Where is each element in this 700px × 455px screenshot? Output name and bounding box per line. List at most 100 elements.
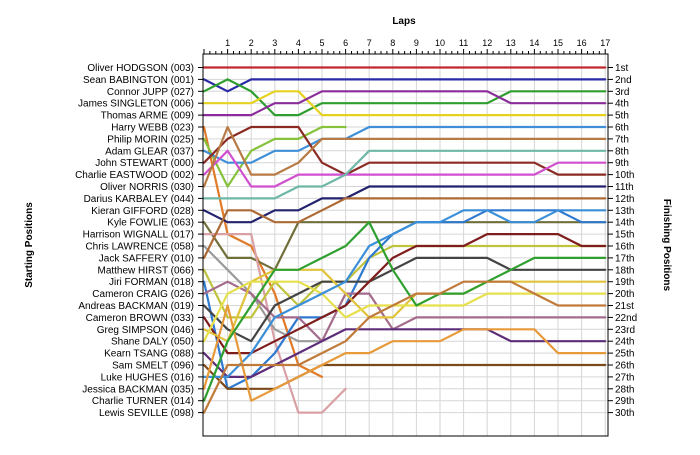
driver-label: Shane DALY (050) — [111, 337, 194, 348]
driver-position-line — [202, 244, 607, 319]
driver-label: Adam GLEAR (037) — [105, 146, 194, 157]
label-layer: 1 2 3 4 5 6 7 8 9 10 11 12 13 14 15 16 171st2nd3rd4th5th… — [75, 38, 637, 419]
driver-label: Cameron BROWN (033) — [86, 313, 194, 324]
lap-tick-label: 14 — [529, 38, 539, 48]
driver-label: Sean BABINGTON (001) — [83, 75, 194, 86]
driver-label: Oliver NORRIS (030) — [100, 182, 194, 193]
driver-label: Philip MORIN (025) — [107, 134, 194, 145]
lap-tick-label: 7 — [367, 38, 372, 48]
driver-position-line — [202, 328, 607, 378]
finish-position-label: 3rd — [615, 87, 629, 98]
driver-position-line — [202, 363, 607, 390]
finish-position-label: 5th — [615, 111, 629, 122]
lap-tick-label: 13 — [506, 38, 516, 48]
finish-position-label: 21st — [615, 301, 634, 312]
finish-position-label: 23rd — [615, 325, 635, 336]
driver-position-line — [202, 90, 607, 117]
finish-position-label: 16th — [615, 242, 634, 253]
lap-tick-label: 15 — [553, 38, 563, 48]
finish-position-label: 26th — [615, 361, 634, 372]
driver-position-line — [202, 149, 607, 200]
driver-position-line — [202, 221, 607, 271]
driver-label: Jessica BACKMAN (035) — [82, 384, 194, 395]
driver-position-line — [202, 125, 607, 188]
finish-position-label: 28th — [615, 384, 634, 395]
driver-position-line — [202, 90, 607, 117]
finish-position-label: 7th — [615, 134, 629, 145]
lap-tick-label: 16 — [577, 38, 587, 48]
finish-position-label: 6th — [615, 123, 629, 134]
driver-label: Jiri FORMAN (018) — [109, 277, 194, 288]
driver-position-line — [202, 221, 607, 402]
finish-position-label: 17th — [615, 253, 634, 264]
driver-position-line — [202, 78, 607, 117]
driver-label: Andreas BACKMAN (019) — [78, 301, 194, 312]
driver-label: Harrison WIGNALL (017) — [83, 230, 194, 241]
driver-label: Kieran GIFFORD (028) — [91, 206, 194, 217]
finish-position-label: 13th — [615, 206, 634, 217]
driver-label: Connor JUPP (027) — [107, 87, 194, 98]
finish-position-label: 4th — [615, 99, 629, 110]
lap-tick-label: 2 — [249, 38, 254, 48]
lap-tick-label: 4 — [296, 38, 301, 48]
driver-position-line — [202, 209, 607, 378]
left-axis-title: Starting Positions — [24, 202, 35, 288]
lap-tick-label: 1 — [225, 38, 230, 48]
driver-label: Chris LAWRENCE (058) — [85, 242, 194, 253]
finish-position-label: 14th — [615, 218, 634, 229]
driver-label: Darius KARBALEY (044) — [84, 194, 194, 205]
driver-label: James SINGLETON (006) — [78, 99, 194, 110]
driver-position-line — [202, 256, 607, 343]
finish-position-label: 19th — [615, 277, 634, 288]
driver-label: Cameron CRAIG (026) — [92, 289, 194, 300]
driver-label: Sam SMELT (096) — [112, 361, 194, 372]
finish-position-label: 1st — [615, 63, 629, 74]
finish-position-label: 29th — [615, 396, 634, 407]
driver-label: Harry WEBB (023) — [111, 123, 194, 134]
chart-title: Laps — [392, 16, 416, 27]
finish-position-label: 12th — [615, 194, 634, 205]
finish-position-label: 18th — [615, 265, 634, 276]
lap-tick-label: 11 — [459, 38, 468, 48]
driver-label: Kyle FOWLIE (063) — [107, 218, 194, 229]
driver-label: Oliver HODGSON (003) — [87, 63, 194, 74]
driver-label: Charlie EASTWOOD (002) — [75, 170, 194, 181]
finish-position-label: 25th — [615, 349, 634, 360]
finish-position-label: 20th — [615, 289, 634, 300]
driver-position-line — [202, 185, 607, 224]
driver-position-line — [202, 280, 607, 414]
lap-tick-label: 8 — [390, 38, 395, 48]
driver-label: Thomas ARME (009) — [101, 111, 194, 122]
driver-position-line — [202, 125, 607, 164]
driver-label: Charlie TURNER (014) — [92, 396, 194, 407]
finish-position-label: 22nd — [615, 313, 637, 324]
driver-position-line — [202, 304, 607, 402]
finish-position-label: 2nd — [615, 75, 632, 86]
driver-position-line — [202, 125, 347, 188]
driver-label: Lewis SEVILLE (098) — [99, 408, 194, 419]
driver-label: Matthew HIRST (066) — [97, 265, 194, 276]
lap-tick-label: 9 — [414, 38, 419, 48]
finish-position-label: 15th — [615, 230, 634, 241]
lap-tick-label: 17 — [600, 38, 610, 48]
driver-position-line — [202, 280, 607, 343]
right-axis-title: Finishing Positions — [661, 199, 672, 292]
driver-label: Jack SAFFERY (010) — [99, 253, 194, 264]
driver-label: Greg SIMPSON (046) — [97, 325, 194, 336]
series-layer — [202, 66, 607, 414]
driver-position-line — [202, 78, 607, 93]
lap-tick-label: 5 — [319, 38, 324, 48]
driver-label: John STEWART (000) — [95, 158, 194, 169]
driver-position-line — [202, 125, 607, 176]
driver-position-line — [202, 149, 607, 188]
driver-label: Luke HUGHES (016) — [101, 372, 194, 383]
finish-position-label: 30th — [615, 408, 634, 419]
lap-tick-label: 6 — [343, 38, 348, 48]
plot-frame — [202, 53, 609, 437]
finish-position-label: 27th — [615, 372, 634, 383]
finish-position-label: 10th — [615, 170, 634, 181]
finish-position-label: 9th — [615, 158, 629, 169]
finish-position-label: 8th — [615, 146, 629, 157]
